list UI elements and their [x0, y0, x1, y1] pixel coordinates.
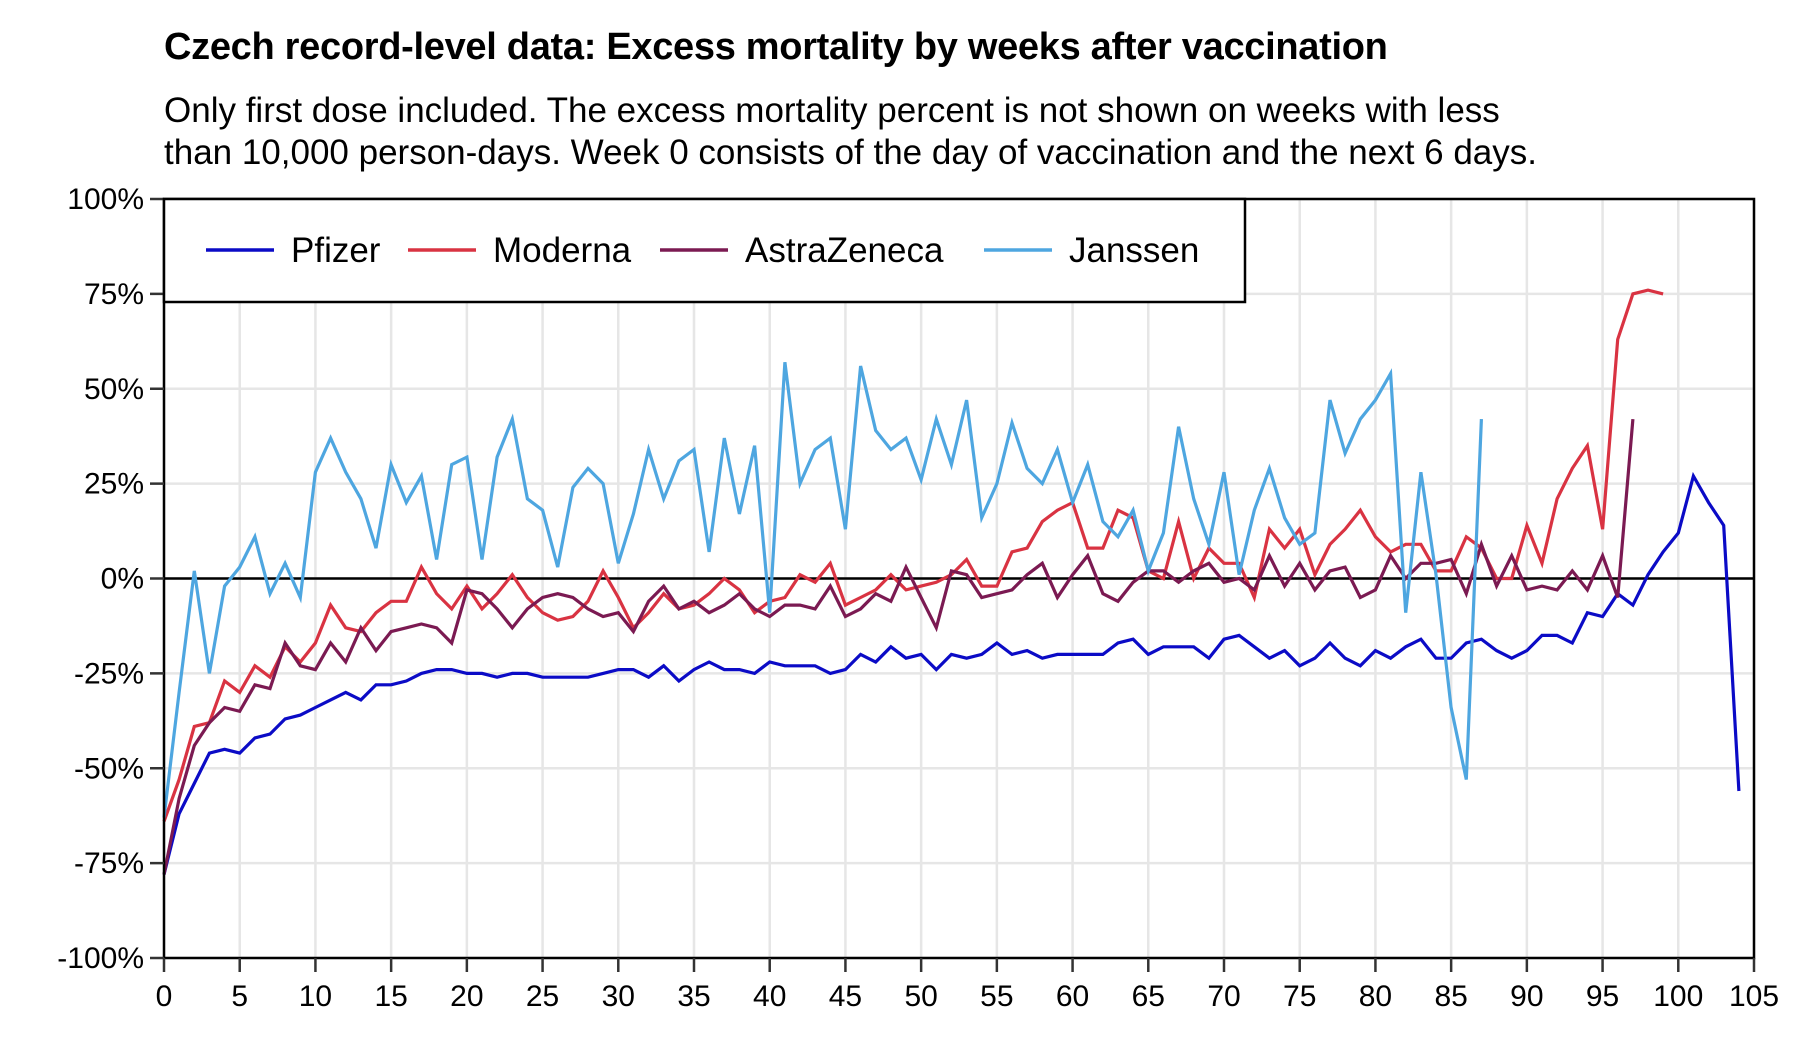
x-tick-label: 25: [526, 980, 559, 1013]
legend-label: AstraZeneca: [745, 231, 944, 270]
x-tick-label: 105: [1729, 980, 1779, 1013]
x-tick-label: 90: [1510, 980, 1543, 1013]
x-tick-label: 95: [1586, 980, 1619, 1013]
y-axis: 100% 75% 50% 25% 0% -25% -50% -75% -100%: [57, 183, 164, 975]
x-tick-label: 50: [904, 980, 937, 1013]
legend-item-janssen: Janssen: [984, 231, 1199, 270]
x-tick-label: 60: [1056, 980, 1089, 1013]
y-tick-label: 25%: [84, 468, 144, 501]
x-tick-label: 20: [450, 980, 483, 1013]
legend-item-moderna: Moderna: [408, 231, 632, 270]
x-tick-label: 45: [829, 980, 862, 1013]
series-line-moderna: [162, 288, 1664, 822]
chart-subtitle: Only first dose included. The excess mor…: [164, 90, 1784, 174]
legend-label: Janssen: [1069, 231, 1199, 270]
y-tick-label: -75%: [74, 847, 144, 880]
subtitle-line-1: Only first dose included. The excess mor…: [164, 91, 1500, 130]
x-tick-label: 5: [231, 980, 248, 1013]
series-line-janssen: [162, 362, 1483, 818]
x-tick-label: 55: [980, 980, 1013, 1013]
x-tick-label: 85: [1434, 980, 1467, 1013]
series-lines: [162, 288, 1741, 875]
legend-label: Moderna: [493, 231, 632, 270]
legend: Pfizer Moderna AstraZeneca Janssen: [162, 197, 1247, 304]
x-tick-label: 100: [1653, 980, 1703, 1013]
series-line-pfizer: [162, 471, 1741, 875]
y-tick-label: -100%: [57, 942, 144, 975]
chart-title: Czech record-level data: Excess mortalit…: [164, 26, 1388, 68]
legend-item-pfizer: Pfizer: [206, 231, 381, 270]
y-tick-label: 75%: [84, 278, 144, 311]
x-tick-label: 0: [156, 980, 173, 1013]
x-tick-label: 40: [753, 980, 786, 1013]
y-tick-label: 50%: [84, 373, 144, 406]
x-tick-label: 75: [1283, 980, 1316, 1013]
y-tick-label: -50%: [74, 752, 144, 785]
x-tick-label: 70: [1207, 980, 1240, 1013]
y-tick-label: -25%: [74, 657, 144, 690]
x-tick-label: 35: [677, 980, 710, 1013]
x-tick-label: 80: [1359, 980, 1392, 1013]
legend-label: Pfizer: [291, 231, 381, 270]
x-axis: 0 5 10 15 20 25 30 35 40 45 50 55 60 65 70 75 80 85 90 95 10…: [156, 958, 1779, 1013]
x-tick-label: 65: [1132, 980, 1165, 1013]
y-tick-label: 100%: [67, 183, 144, 216]
x-tick-label: 15: [374, 980, 407, 1013]
legend-item-astrazeneca: AstraZeneca: [660, 231, 944, 270]
subtitle-line-2: than 10,000 person-days. Week 0 consists…: [164, 133, 1537, 172]
series-line-astrazeneca: [162, 418, 1635, 875]
y-tick-label: 0%: [101, 563, 144, 596]
x-tick-label: 10: [299, 980, 332, 1013]
x-tick-label: 30: [602, 980, 635, 1013]
